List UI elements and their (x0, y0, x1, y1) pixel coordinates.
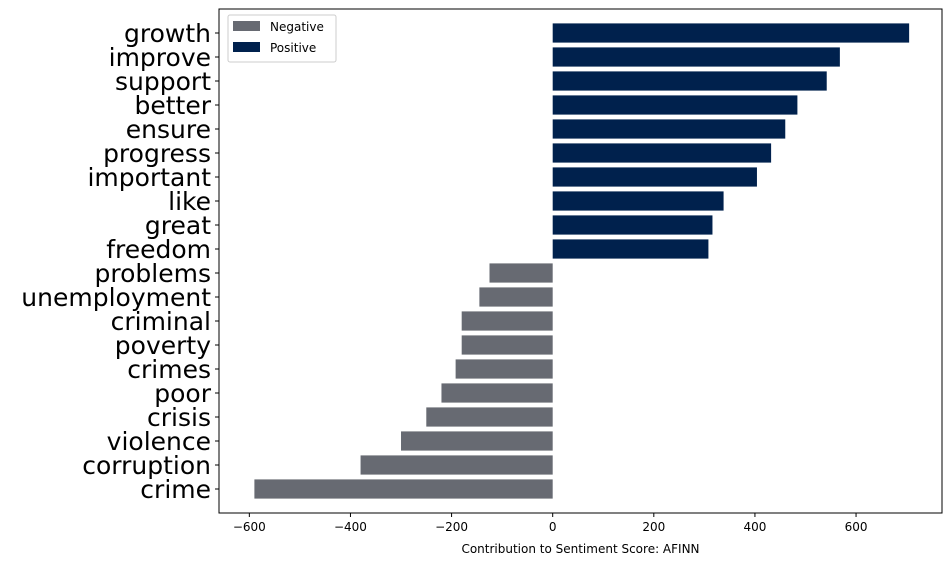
bar-problems (489, 263, 553, 283)
plot-frame (218, 8, 943, 514)
word-label-important: important (87, 163, 211, 192)
x-tick-label: −200 (435, 520, 468, 534)
x-tick-label: 200 (642, 520, 665, 534)
legend-swatch-negative (233, 21, 260, 31)
bar-freedom (552, 239, 709, 259)
bar-crisis (426, 407, 553, 427)
word-label-ensure: ensure (126, 115, 211, 144)
bar-great (552, 215, 713, 235)
word-label-criminal: criminal (111, 307, 211, 336)
word-label-growth: growth (124, 19, 211, 48)
x-tick-label: 400 (743, 520, 766, 534)
word-label-problems: problems (95, 259, 211, 288)
legend-swatch-positive (233, 42, 260, 52)
word-label-support: support (115, 67, 211, 96)
x-ticks-group: −600 −400 −200 0 200 400 600 (233, 513, 868, 534)
bar-crime (254, 479, 553, 499)
word-label-freedom: freedom (106, 235, 211, 264)
bar-improve (552, 47, 840, 67)
bars-group (254, 23, 910, 499)
word-label-crisis: crisis (147, 403, 211, 432)
word-label-violence: violence (107, 427, 211, 456)
legend-label-positive: Positive (270, 41, 316, 55)
bar-support (552, 71, 827, 91)
word-label-poor: poor (154, 379, 211, 408)
word-label-crimes: crimes (127, 355, 211, 384)
word-label-better: better (134, 91, 211, 120)
bar-ensure (552, 119, 786, 139)
word-label-improve: improve (109, 43, 211, 72)
word-label-great: great (145, 211, 211, 240)
bar-poor (441, 383, 553, 403)
word-label-like: like (168, 187, 211, 216)
x-tick-label: 0 (549, 520, 557, 534)
word-labels-group: crimecorruptionviolencecrisispoorcrimesp… (21, 19, 219, 504)
x-axis-label: Contribution to Sentiment Score: AFINN (461, 542, 699, 556)
x-tick-label: −400 (334, 520, 367, 534)
bar-crimes (455, 359, 553, 379)
word-label-progress: progress (103, 139, 211, 168)
bar-like (552, 191, 724, 211)
word-label-poverty: poverty (115, 331, 211, 360)
bar-corruption (360, 455, 553, 475)
bar-violence (401, 431, 553, 451)
bar-important (552, 167, 757, 187)
bar-poverty (461, 335, 553, 355)
bar-unemployment (479, 287, 553, 307)
legend-label-negative: Negative (270, 20, 324, 34)
word-label-corruption: corruption (82, 451, 211, 480)
word-label-crime: crime (140, 475, 211, 504)
x-tick-label: 600 (845, 520, 868, 534)
bar-progress (552, 143, 772, 163)
word-label-unemployment: unemployment (21, 283, 211, 312)
bar-growth (552, 23, 910, 43)
bar-criminal (461, 311, 553, 331)
bar-better (552, 95, 798, 115)
legend: Negative Positive (227, 14, 337, 63)
x-tick-label: −600 (233, 520, 266, 534)
